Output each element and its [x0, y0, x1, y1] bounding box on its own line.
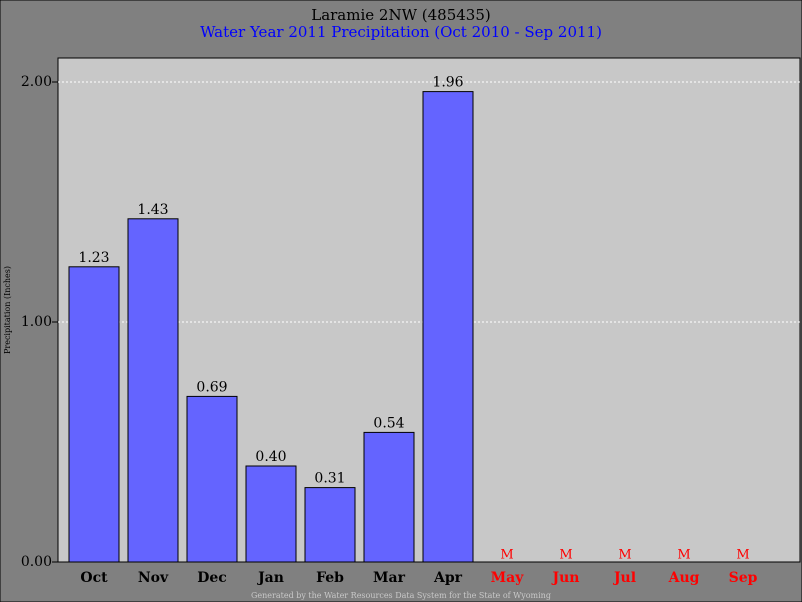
missing-label: M — [559, 548, 572, 563]
bar — [68, 266, 120, 563]
y-tick-label: 1.00 — [21, 314, 52, 330]
value-label: 0.69 — [196, 379, 227, 395]
value-label: 0.31 — [314, 471, 345, 487]
x-tick-label: May — [491, 570, 525, 586]
x-tick-label: Jun — [551, 570, 580, 586]
x-tick-label: Jan — [256, 570, 284, 586]
bar — [186, 395, 238, 563]
missing-label: M — [500, 548, 513, 563]
x-tick-label: Mar — [373, 570, 406, 586]
y-axis-label: Precipitation (Inches) — [3, 266, 12, 354]
x-tick-label: Jul — [612, 570, 636, 586]
missing-label: M — [618, 548, 631, 563]
bar — [127, 218, 179, 563]
x-tick-label: Sep — [729, 570, 758, 586]
footer: Generated by the Water Resources Data Sy… — [251, 591, 551, 600]
value-label: 0.40 — [255, 449, 286, 465]
bar — [422, 91, 474, 563]
value-label: 1.96 — [432, 75, 463, 91]
chart-title: Laramie 2NW (485435) — [311, 6, 491, 24]
x-tick-label: Feb — [316, 570, 344, 586]
bar — [304, 487, 356, 563]
x-tick-label: Oct — [80, 570, 108, 586]
bar — [363, 431, 415, 563]
value-label: 1.23 — [78, 250, 109, 266]
x-tick-label: Nov — [138, 570, 169, 586]
x-tick-label: Apr — [433, 570, 463, 586]
bar — [245, 465, 297, 563]
y-tick-label: 2.00 — [21, 74, 52, 90]
missing-label: M — [677, 548, 690, 563]
x-tick-label: Aug — [668, 570, 700, 586]
value-label: 0.54 — [373, 415, 404, 431]
y-tick-label: 0.00 — [21, 554, 52, 570]
chart-subtitle: Water Year 2011 Precipitation (Oct 2010 … — [200, 23, 602, 41]
value-label: 1.43 — [137, 202, 168, 218]
x-tick-label: Dec — [197, 570, 227, 586]
missing-label: M — [736, 548, 749, 563]
